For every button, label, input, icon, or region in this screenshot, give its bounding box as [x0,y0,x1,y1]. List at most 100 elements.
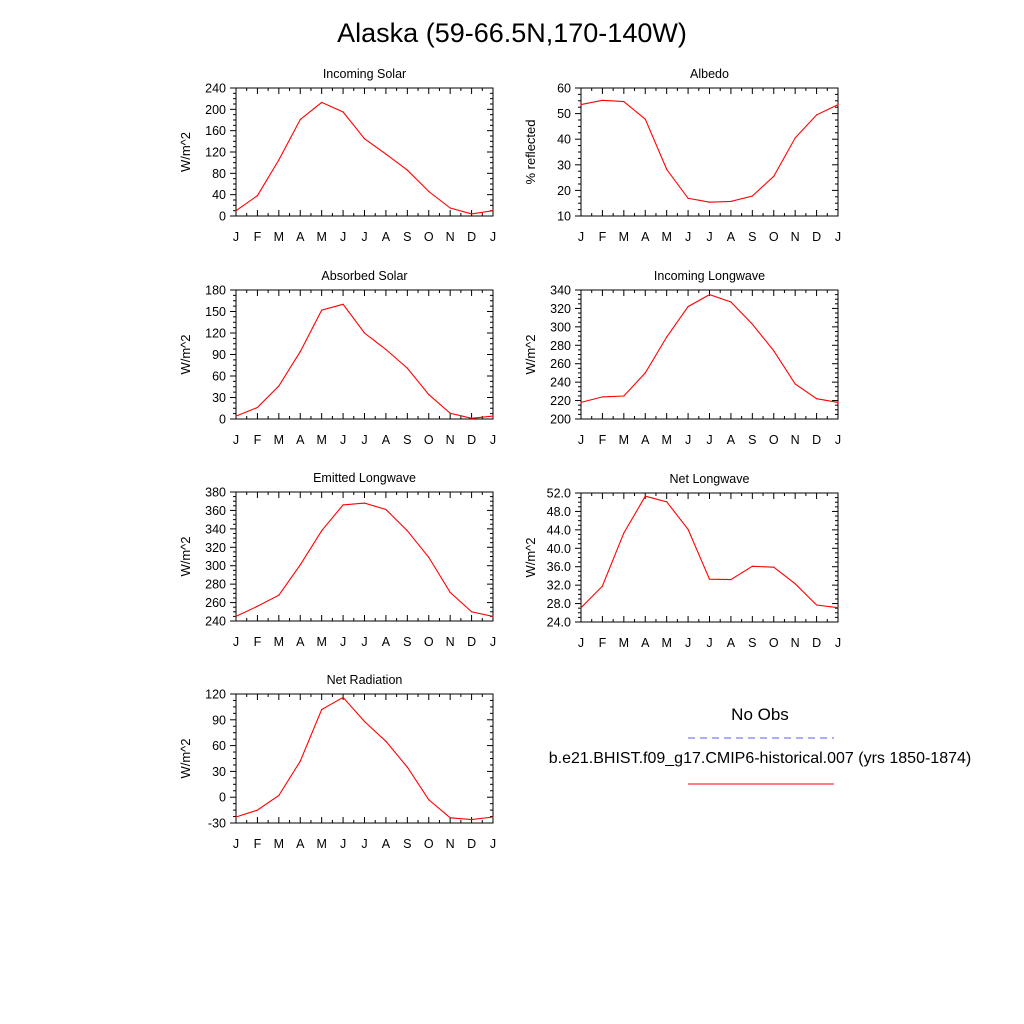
x-tick-label: D [467,635,476,649]
y-tick-label: 280 [550,339,571,353]
y-axis-label: W/m^2 [523,334,538,374]
data-point [470,213,473,215]
y-tick-label: 52.0 [547,487,571,501]
legend-obs-label: No Obs [731,705,789,724]
chart-title: Albedo [690,67,729,81]
data-point [299,118,301,121]
data-point [385,153,387,155]
data-point [623,395,625,397]
x-tick-label: J [706,433,712,447]
y-tick-label: 50 [557,107,571,121]
x-tick-label: J [340,837,346,851]
data-point [623,100,625,103]
y-tick-label: 180 [205,284,226,298]
data-point [601,396,604,398]
data-point [730,301,732,303]
x-tick-label: A [641,636,650,650]
x-tick-label: D [812,433,821,447]
y-tick-label: 0 [219,413,226,427]
x-tick-label: N [446,837,455,851]
data-point [666,168,668,171]
x-tick-label: S [403,230,411,244]
y-tick-label: 0 [219,210,226,224]
x-tick-label: N [791,636,800,650]
x-tick-label: A [296,635,305,649]
data-point [278,594,280,596]
x-tick-label: F [599,433,607,447]
data-point [342,696,344,699]
x-tick-label: F [599,230,607,244]
x-tick-label: F [254,230,262,244]
data-point [342,504,344,506]
x-tick-label: D [467,230,476,244]
x-tick-label: O [424,433,434,447]
data-point [342,111,344,113]
data-point [428,556,430,559]
x-tick-label: A [296,433,305,447]
x-tick-label: O [769,230,779,244]
x-tick-label: A [641,433,650,447]
data-point [256,809,259,811]
y-tick-label: 90 [212,348,226,362]
x-tick-label: S [403,433,411,447]
y-tick-label: 240 [550,376,571,390]
data-point [321,708,323,711]
data-point [235,415,237,417]
data-point [666,501,668,503]
x-tick-label: J [361,837,367,851]
y-tick-label: 120 [205,688,226,702]
data-point [815,398,818,400]
data-point [837,104,839,106]
x-tick-label: J [490,230,496,244]
y-tick-label: 120 [205,327,226,341]
y-tick-label: 200 [205,103,226,117]
x-tick-label: A [727,230,736,244]
x-tick-label: J [340,230,346,244]
series-line [235,502,494,617]
data-point [363,720,366,723]
y-axis-label: W/m^2 [178,334,193,374]
x-tick-label: J [835,433,841,447]
y-tick-label: 36.0 [547,560,571,574]
x-tick-label: A [641,230,650,244]
data-point [299,564,301,566]
data-point [406,169,408,171]
y-axis-label: W/m^2 [178,738,193,778]
y-tick-label: 10 [557,210,571,224]
x-tick-label: J [490,433,496,447]
data-point [449,207,451,209]
series-line [580,495,839,609]
y-tick-label: 120 [205,146,226,160]
plot-frame [580,289,839,420]
data-point [687,197,689,199]
data-point [773,175,775,177]
data-point [449,412,451,414]
data-point [449,591,451,594]
data-point [299,351,301,353]
data-point [773,350,775,352]
x-tick-label: S [403,635,411,649]
x-tick-label: M [619,433,629,447]
y-axis-label: W/m^2 [178,536,193,576]
y-tick-label: 280 [205,578,226,592]
y-tick-label: 30 [212,765,226,779]
data-point [406,766,408,768]
x-tick-label: O [769,433,779,447]
data-point [837,401,839,404]
y-tick-label: 380 [205,486,226,500]
x-tick-label: J [835,636,841,650]
data-point [730,200,732,203]
data-point [363,138,366,140]
y-tick-label: 28.0 [547,597,571,611]
x-tick-label: J [361,230,367,244]
x-tick-label: M [661,636,671,650]
x-tick-label: M [316,230,326,244]
x-tick-label: J [490,635,496,649]
data-point [644,118,646,120]
y-tick-label: 260 [205,596,226,610]
x-tick-label: J [578,433,584,447]
